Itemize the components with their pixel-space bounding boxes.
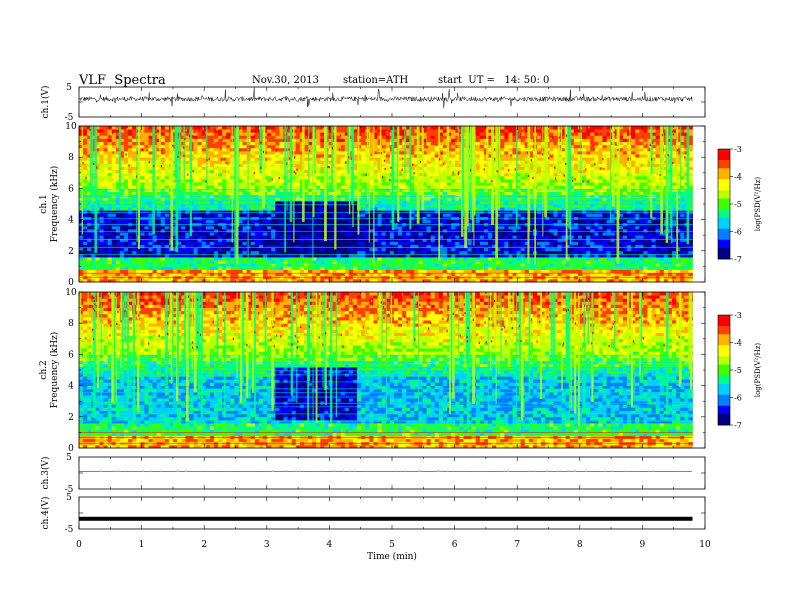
ch4-waveform-ytick-label: 5 bbox=[66, 493, 72, 503]
ch4-waveform-trace bbox=[79, 516, 693, 521]
ch2-spectrogram-colorbar-tick-label: -3 bbox=[734, 311, 742, 320]
ch1-spectrogram-colorbar-label: log(PSD(V²/Hz) bbox=[754, 177, 762, 232]
ch2-spectrogram-colorbar-label: log(PSD(V²/Hz) bbox=[754, 343, 762, 398]
ch1-spectrogram-colorbar-tick-label: -4 bbox=[734, 173, 742, 182]
ch1-waveform-frame bbox=[78, 86, 706, 118]
station-label: station=ATH bbox=[343, 75, 409, 86]
ch1-spectrogram-ytick-label: 10 bbox=[65, 122, 77, 132]
ch1-spectrogram-ytick-label: 4 bbox=[68, 216, 74, 226]
ch2-spectrogram-heatmap bbox=[79, 292, 693, 449]
time-tick-label: 7 bbox=[514, 540, 520, 550]
ch2-spectrogram-ytick-label: 2 bbox=[68, 413, 74, 423]
ch1-spectrogram-colorbar-tick-label: -6 bbox=[734, 228, 742, 237]
ch2-spectrogram-colorbar-tick-label: -6 bbox=[734, 394, 742, 403]
time-tick-label: 10 bbox=[699, 540, 711, 550]
ch4-waveform-ylabel: ch.4(V) bbox=[40, 497, 51, 530]
ch2-spectrogram-colorbar-tick-label: -7 bbox=[734, 421, 742, 430]
ch2-spectrogram-colorbar-tick-label: -5 bbox=[734, 366, 742, 375]
ch3-waveform-ytick-label: 5 bbox=[66, 453, 72, 463]
ch2-spectrogram-ytick-label: 4 bbox=[68, 382, 74, 392]
ch1-waveform-ytick-label: 5 bbox=[66, 83, 72, 93]
ch2-spectrogram-colorbar bbox=[718, 315, 730, 426]
ch3-waveform-ytick-label: -5 bbox=[65, 485, 74, 495]
ch4-waveform-ytick-label: -5 bbox=[65, 525, 74, 535]
time-tick-label: 8 bbox=[577, 540, 583, 550]
ch3-waveform-ylabel: ch.3(V) bbox=[40, 457, 51, 490]
time-tick-label: 9 bbox=[640, 540, 646, 550]
ch2-spectrogram-ytick-label: 0 bbox=[68, 444, 74, 454]
ch1-spectrogram-colorbar-tick-label: -5 bbox=[734, 200, 742, 209]
ch1-spectrogram-channel-label: ch.1 bbox=[39, 194, 49, 213]
time-tick-label: 6 bbox=[452, 540, 458, 550]
ch2-spectrogram-ytick-label: 8 bbox=[68, 319, 74, 329]
ch2-spectrogram-channel-label: ch.2 bbox=[39, 360, 49, 379]
ch1-spectrogram-colorbar-tick-label: -3 bbox=[734, 145, 742, 154]
ch1-spectrogram-ytick-label: 8 bbox=[68, 153, 74, 163]
ch4-waveform-frame bbox=[78, 496, 706, 530]
ch1-spectrogram-heatmap bbox=[79, 126, 693, 283]
time-tick-label: 3 bbox=[264, 540, 270, 550]
ch1-spectrogram-ytick-label: 0 bbox=[68, 278, 74, 288]
ch1-waveform-trace bbox=[78, 87, 693, 109]
ch2-spectrogram-ylabel: Frequency (kHz) bbox=[49, 332, 60, 409]
time-tick-label: 1 bbox=[139, 540, 145, 550]
ch1-spectrogram-colorbar-tick-label: -7 bbox=[734, 255, 742, 264]
ch1-waveform-ylabel: ch.1(V) bbox=[40, 86, 51, 119]
date-label: Nov.30, 2013 bbox=[252, 75, 319, 86]
time-tick-label: 0 bbox=[76, 540, 82, 550]
ch1-spectrogram-ylabel: Frequency (kHz) bbox=[49, 166, 60, 243]
ch1-spectrogram-ytick-label: 2 bbox=[68, 247, 74, 257]
ch3-waveform-trace bbox=[78, 470, 692, 473]
ch3-waveform-frame bbox=[78, 456, 706, 490]
figure-title: VLF Spectra bbox=[79, 73, 166, 88]
time-tick-label: 2 bbox=[201, 540, 207, 550]
start-time-label: start UT = 14: 50: 0 bbox=[438, 75, 550, 86]
time-axis-label: Time (min) bbox=[367, 551, 417, 562]
ch2-spectrogram-colorbar-tick-label: -4 bbox=[734, 339, 742, 348]
ch1-waveform-ytick-label: -5 bbox=[65, 113, 74, 123]
ch1-spectrogram-colorbar bbox=[718, 149, 730, 260]
ch2-spectrogram-ytick-label: 6 bbox=[68, 350, 74, 360]
time-tick-label: 4 bbox=[327, 540, 333, 550]
time-tick-label: 5 bbox=[389, 540, 395, 550]
ch1-spectrogram-ytick-label: 6 bbox=[68, 184, 74, 194]
ch2-spectrogram-ytick-label: 10 bbox=[65, 288, 77, 298]
